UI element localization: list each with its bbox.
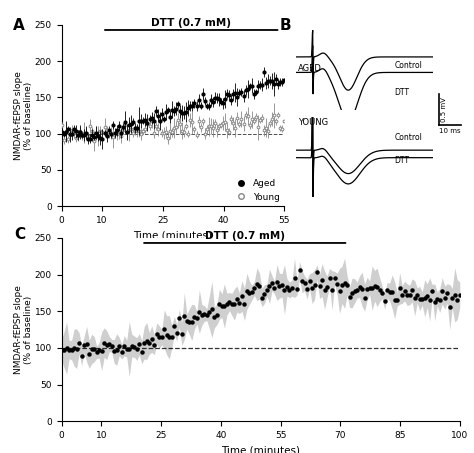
Text: AGED: AGED: [298, 64, 321, 73]
X-axis label: Time (minutes): Time (minutes): [134, 231, 212, 241]
Text: Control: Control: [395, 61, 423, 70]
X-axis label: Time (minutes): Time (minutes): [221, 446, 300, 453]
Text: Control: Control: [395, 133, 423, 142]
Text: 0.5 mV: 0.5 mV: [441, 97, 447, 122]
Text: A: A: [13, 18, 24, 33]
Text: 10 ms: 10 ms: [439, 128, 461, 134]
Y-axis label: NMDAR-fEPSP slope
(% of baseline): NMDAR-fEPSP slope (% of baseline): [14, 71, 33, 160]
Legend: Aged, Young: Aged, Young: [232, 179, 280, 202]
Text: YOUNG: YOUNG: [298, 118, 328, 127]
Y-axis label: NMDAR-fEPSP slope
(% of baseline): NMDAR-fEPSP slope (% of baseline): [14, 285, 33, 374]
Text: C: C: [14, 227, 25, 242]
Text: B: B: [280, 18, 292, 33]
Text: DTT: DTT: [395, 88, 410, 97]
Text: DTT: DTT: [395, 156, 410, 165]
Text: DTT (0.7 mM): DTT (0.7 mM): [151, 18, 231, 28]
Text: DTT (0.7 mM): DTT (0.7 mM): [205, 231, 285, 241]
